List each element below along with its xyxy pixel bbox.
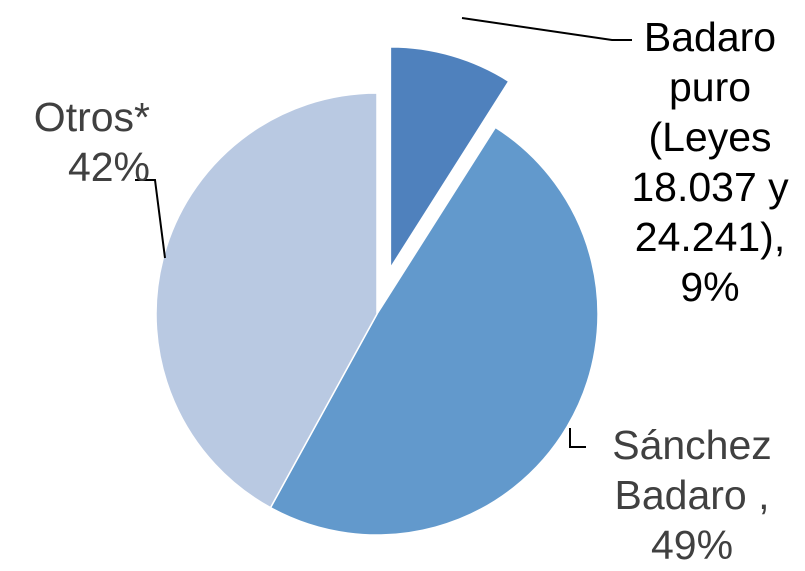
leader-line-sanchez (569, 428, 586, 448)
leader-line-badaro (461, 17, 632, 41)
data-label-badaro-line: 9% (680, 264, 740, 310)
data-label-sanchez-line: 49% (650, 522, 734, 568)
data-label-sanchez-line: Badaro , (614, 472, 770, 518)
data-label-otros: Otros* 42% (10, 92, 150, 192)
data-label-badaro-line: (Leyes (648, 114, 772, 160)
data-label-sanchez-line: Sánchez (612, 422, 772, 468)
leader-lines (135, 17, 632, 448)
data-label-badaro-line: puro (668, 64, 752, 110)
pie-slices (155, 46, 599, 536)
pie-slice-sanchez-badaro (269, 126, 599, 536)
data-label-badaro-line: 18.037 y (631, 164, 789, 210)
leader-line-otros (135, 179, 166, 259)
pie-slice-badaro-puro (389, 46, 510, 271)
pie-slice-otros (155, 92, 378, 509)
data-label-otros-line: Otros* (33, 94, 150, 140)
data-label-badaro-line: 24.241), (634, 214, 786, 260)
data-label-otros-line: 42% (67, 144, 150, 190)
data-label-badaro-puro: Badaro puro (Leyes 18.037 y 24.241), 9% (618, 12, 802, 312)
data-label-sanchez-badaro: Sánchez Badaro , 49% (592, 420, 792, 570)
data-label-badaro-line: Badaro (643, 14, 777, 60)
